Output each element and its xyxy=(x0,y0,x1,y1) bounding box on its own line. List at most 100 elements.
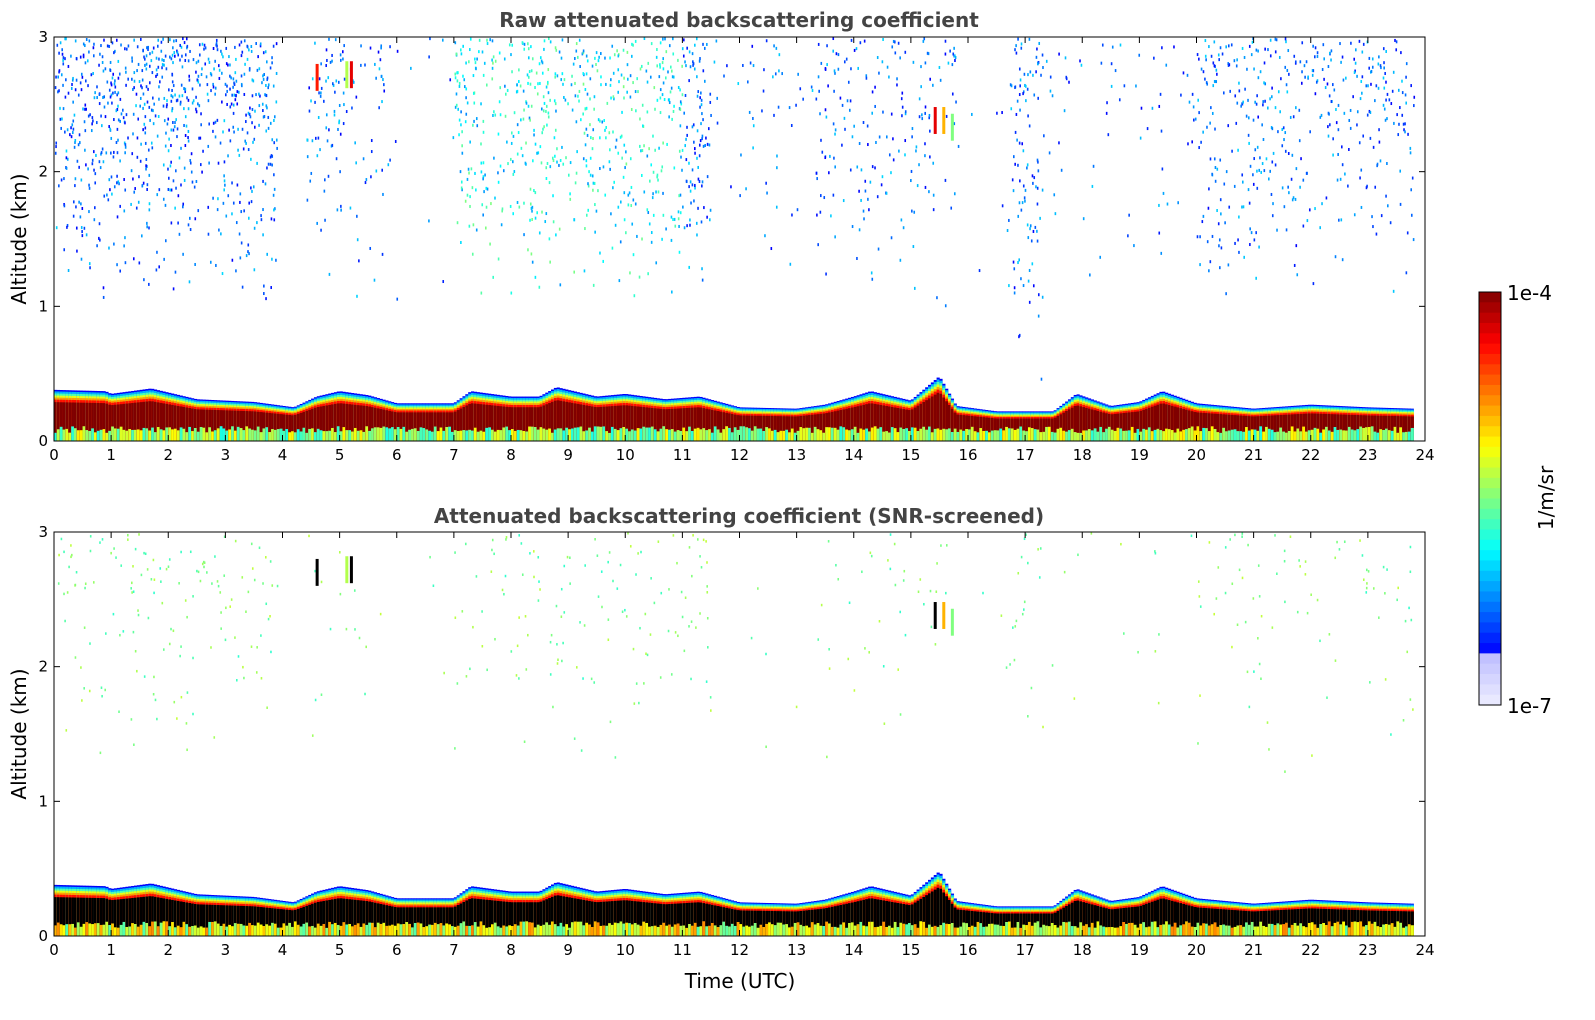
heatmap-cell xyxy=(613,405,617,441)
heatmap-cell xyxy=(538,231,541,235)
heatmap-cell xyxy=(1228,205,1231,209)
heatmap-cell xyxy=(953,192,956,196)
heatmap-cell xyxy=(133,402,138,441)
heatmap-cell xyxy=(124,66,127,70)
heatmap-cell xyxy=(411,412,415,441)
heatmap-cell xyxy=(1383,66,1385,70)
heatmap-cell xyxy=(187,136,189,140)
heatmap-cell xyxy=(125,430,129,441)
heatmap-cell xyxy=(900,218,903,222)
heatmap-cell xyxy=(1257,76,1260,80)
heatmap-cell xyxy=(706,42,708,46)
heatmap-cell xyxy=(1367,427,1372,441)
heatmap-cell xyxy=(1022,430,1026,441)
heatmap-cell xyxy=(730,432,735,441)
heatmap-cell xyxy=(1305,431,1309,441)
heatmap-cell xyxy=(1345,430,1349,441)
heatmap-cell xyxy=(226,102,228,106)
heatmap-cell xyxy=(1329,123,1331,127)
heatmap-cell xyxy=(1300,157,1302,161)
heatmap-cell xyxy=(890,171,892,175)
heatmap-cell xyxy=(250,157,252,161)
heatmap-cell xyxy=(242,430,246,441)
heatmap-cell xyxy=(179,58,181,62)
heatmap-cell xyxy=(485,226,487,230)
heatmap-cell xyxy=(522,430,526,441)
heatmap-cell xyxy=(779,416,783,441)
heatmap-cell xyxy=(56,402,61,441)
heatmap-cell xyxy=(265,83,267,87)
heatmap-cell xyxy=(657,178,659,182)
heatmap-cell xyxy=(469,140,471,144)
heatmap-cell xyxy=(152,46,155,50)
heatmap-cell xyxy=(105,403,109,441)
heatmap-cell xyxy=(530,69,533,73)
heatmap-cell xyxy=(176,430,180,441)
heatmap-cell xyxy=(1026,87,1029,91)
heatmap-cell xyxy=(296,429,300,441)
heatmap-cell xyxy=(382,78,384,82)
heatmap-cell xyxy=(1316,413,1320,441)
heatmap-cell xyxy=(1180,93,1182,97)
heatmap-cell xyxy=(748,110,751,114)
heatmap-cell xyxy=(330,144,333,148)
heatmap-cell xyxy=(518,80,520,84)
heatmap-cell xyxy=(259,432,263,441)
heatmap-cell xyxy=(996,430,1000,441)
heatmap-cell xyxy=(1338,218,1340,222)
heatmap-cell xyxy=(191,408,195,441)
heatmap-cell xyxy=(1345,414,1349,441)
heatmap-cell xyxy=(1337,128,1340,132)
heatmap-cell xyxy=(224,93,227,97)
heatmap-cell xyxy=(453,411,458,441)
heatmap-cell xyxy=(1410,84,1412,88)
heatmap-cell xyxy=(634,202,637,206)
heatmap-cell xyxy=(761,109,763,113)
heatmap-cell xyxy=(128,429,132,441)
heatmap-cell xyxy=(382,426,386,441)
heatmap-cell xyxy=(115,109,118,113)
heatmap-cell xyxy=(208,427,212,441)
heatmap-cell xyxy=(1050,418,1054,441)
heatmap-cell xyxy=(1227,414,1232,441)
heatmap-cell xyxy=(355,161,357,165)
heatmap-cell xyxy=(653,408,657,441)
heatmap-cell xyxy=(716,429,720,441)
heatmap-cell xyxy=(944,178,947,182)
heatmap-cell xyxy=(111,76,114,80)
heatmap-cell xyxy=(275,42,278,46)
heatmap-cell xyxy=(383,83,385,87)
heatmap-cell xyxy=(1335,108,1337,112)
heatmap-cell xyxy=(645,427,649,441)
heatmap-cell xyxy=(1156,428,1160,441)
heatmap-cell xyxy=(1150,431,1154,441)
heatmap-cell xyxy=(502,427,506,441)
heatmap-cell xyxy=(959,414,963,441)
heatmap-cell xyxy=(326,139,329,143)
heatmap-cell xyxy=(587,182,589,186)
heatmap-cell xyxy=(920,65,922,69)
heatmap-cell xyxy=(334,38,337,42)
heatmap-cell xyxy=(617,54,620,58)
heatmap-cell xyxy=(1127,430,1132,441)
heatmap-cell xyxy=(693,199,695,203)
heatmap-cell xyxy=(793,416,797,441)
heatmap-cell xyxy=(599,136,601,140)
heatmap-cell xyxy=(844,127,846,131)
heatmap-cell xyxy=(235,221,238,225)
heatmap-cell xyxy=(730,413,735,441)
heatmap-cell xyxy=(1358,141,1361,145)
heatmap-cell xyxy=(356,430,360,441)
chart-title: Raw attenuated backscattering coefficien… xyxy=(499,8,979,32)
heatmap-cell xyxy=(76,159,79,163)
heatmap-cell xyxy=(305,432,309,441)
heatmap-cell xyxy=(1269,54,1272,58)
heatmap-cell xyxy=(90,129,93,133)
heatmap-cell xyxy=(625,162,628,166)
heatmap-cell xyxy=(745,427,749,441)
heatmap-cell xyxy=(613,428,617,441)
heatmap-cell xyxy=(465,96,467,100)
heatmap-cell xyxy=(422,412,426,441)
heatmap-cell xyxy=(1234,241,1236,245)
heatmap-cell xyxy=(457,71,459,75)
